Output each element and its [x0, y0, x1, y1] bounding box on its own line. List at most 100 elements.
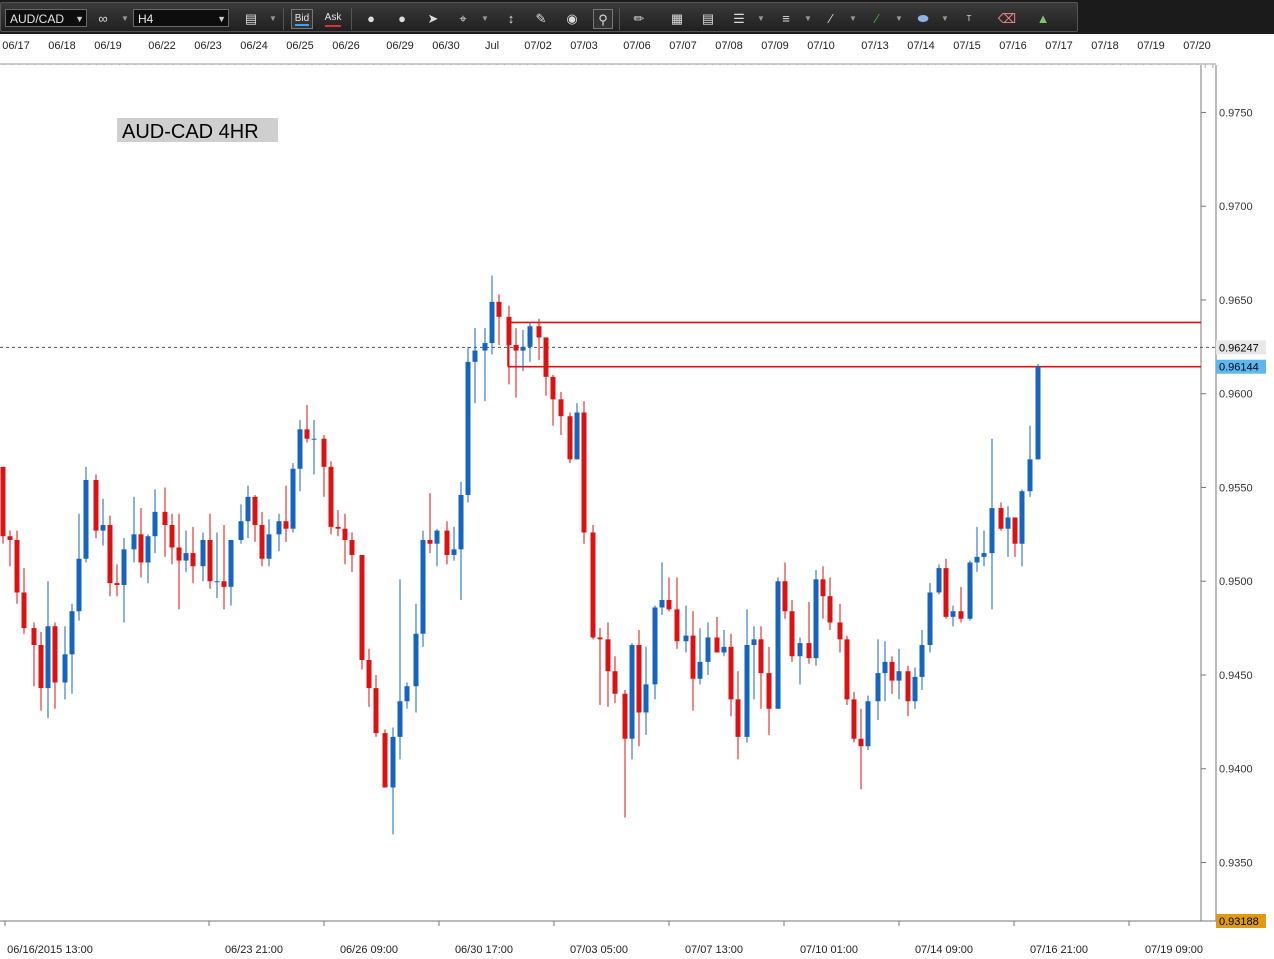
- bear-candle: [766, 673, 772, 709]
- top-date-label: 07/14: [907, 40, 935, 52]
- bear-candle: [221, 581, 227, 587]
- bear-candle: [998, 508, 1004, 529]
- price-tick-label: 0.9650: [1219, 295, 1253, 307]
- candles: [0, 275, 1041, 835]
- bear-candle: [674, 609, 680, 642]
- bull-candle: [83, 479, 89, 559]
- bear-candle: [827, 596, 833, 623]
- bear-candle: [844, 639, 850, 700]
- magnifier-icon[interactable]: ⚲: [593, 9, 613, 29]
- bear-candle: [138, 534, 144, 563]
- bull-candle: [482, 343, 488, 351]
- top-date-label: 07/06: [623, 40, 651, 52]
- eraser-icon[interactable]: ⌫: [997, 11, 1017, 26]
- report-icon[interactable]: ▤: [701, 11, 715, 26]
- chevron-down-icon[interactable]: ▼: [941, 14, 949, 23]
- link-icon[interactable]: ∞: [98, 11, 108, 26]
- top-date-label: 06/18: [48, 40, 76, 52]
- crosshair-icon[interactable]: ⌖: [459, 11, 467, 26]
- bull-candle: [797, 643, 803, 657]
- ellipse-icon[interactable]: ⬬: [917, 11, 929, 26]
- structure-icon[interactable]: ▲: [1036, 11, 1050, 26]
- bear-candle: [7, 536, 13, 540]
- bull-candle: [238, 521, 244, 540]
- bear-candle: [612, 671, 618, 694]
- price-chart[interactable]: 06/17 06/18 06/19 06/22 06/23 06/24 06/25 06/26…: [0, 34, 1274, 959]
- cursor-icon[interactable]: ➤: [427, 11, 439, 26]
- ask-button[interactable]: Ask: [322, 9, 344, 29]
- text-label-icon[interactable]: T: [966, 14, 972, 23]
- bear-candle: [176, 547, 182, 561]
- bear-candle: [590, 532, 596, 638]
- bear-candle: [359, 554, 365, 660]
- price-tick-label: 0.9450: [1219, 670, 1253, 682]
- bull-candle: [1005, 517, 1011, 529]
- trend-line-icon[interactable]: ∕: [829, 11, 833, 26]
- bear-candle: [382, 733, 388, 788]
- bear-candle: [714, 637, 720, 653]
- bear-candle: [728, 646, 734, 700]
- top-date-label: 06/26: [332, 40, 360, 52]
- zoom-range-icon[interactable]: ↕: [507, 11, 515, 26]
- lines-icon[interactable]: ≡: [782, 11, 790, 26]
- top-date-label: 07/17: [1045, 40, 1073, 52]
- bear-candle: [943, 568, 949, 617]
- bear-candle: [304, 429, 310, 439]
- timeframe-select[interactable]: H4 ▼: [133, 9, 229, 27]
- bull-candle: [131, 534, 137, 550]
- price-tick-label: 0.9550: [1219, 482, 1253, 494]
- chevron-down-icon[interactable]: ▼: [804, 14, 812, 23]
- bear-candle: [758, 639, 764, 674]
- chart-type-icon[interactable]: ▤: [244, 11, 258, 26]
- chevron-down-icon[interactable]: ▼: [269, 14, 277, 23]
- green-line-icon[interactable]: ∕: [875, 11, 879, 26]
- bull-candle: [276, 521, 282, 535]
- bull-candle: [100, 524, 106, 531]
- bull-candle: [297, 429, 303, 469]
- toolbar-divider: [283, 8, 284, 30]
- ruler-icon[interactable]: ✏: [633, 11, 645, 26]
- bull-candle: [434, 530, 440, 544]
- bull-candle: [245, 496, 251, 522]
- chart-title-box: [117, 118, 278, 142]
- chevron-down-icon: ▼: [75, 14, 84, 24]
- chevron-down-icon[interactable]: ▼: [481, 14, 489, 23]
- top-date-label: 07/15: [953, 40, 981, 52]
- bull-candle: [989, 508, 995, 554]
- timeframe-select-value: H4: [138, 12, 154, 26]
- bull-candle: [489, 301, 495, 344]
- chevron-down-icon[interactable]: ▼: [849, 14, 857, 23]
- buy-user-icon[interactable]: ●: [367, 11, 375, 26]
- bull-candle: [214, 581, 220, 583]
- top-date-label: 07/13: [861, 40, 889, 52]
- edit-icon[interactable]: ✎: [535, 11, 547, 26]
- bear-candle: [958, 611, 964, 619]
- bull-candle: [927, 592, 933, 645]
- chevron-down-icon[interactable]: ▼: [121, 14, 129, 23]
- bear-candle: [597, 637, 603, 640]
- picture-icon[interactable]: ▦: [670, 11, 684, 26]
- fibonacci-icon[interactable]: ☰: [733, 11, 745, 26]
- bid-button[interactable]: Bid: [291, 9, 313, 29]
- bid-button-label: Bid: [294, 13, 310, 24]
- bear-candle: [169, 524, 175, 548]
- chevron-down-icon[interactable]: ▼: [757, 14, 765, 23]
- bear-candle: [21, 592, 27, 629]
- price-tick-label: 0.9500: [1219, 576, 1253, 588]
- sell-user-icon[interactable]: ●: [398, 11, 406, 26]
- top-date-label: 06/24: [240, 40, 268, 52]
- bull-candle: [311, 438, 317, 440]
- eye-icon[interactable]: ◉: [566, 11, 578, 26]
- bear-candle: [335, 526, 341, 529]
- chart-title: AUD-CAD 4HR: [122, 121, 259, 143]
- price-tick-label: 0.9750: [1219, 107, 1253, 119]
- bear-candle: [427, 539, 433, 544]
- price-label-box: [1216, 359, 1266, 374]
- price-axis: 0.9750 0.9700 0.9650 0.9600 0.9550 0.9500 0.94…: [1201, 107, 1253, 869]
- bear-candle: [858, 738, 864, 747]
- chevron-down-icon[interactable]: ▼: [895, 14, 903, 23]
- bull-candle: [266, 534, 272, 559]
- time-axis-label: 07/14 09:00: [915, 944, 973, 956]
- bull-candle: [200, 539, 206, 567]
- symbol-select[interactable]: AUD/CAD ▼: [5, 9, 87, 27]
